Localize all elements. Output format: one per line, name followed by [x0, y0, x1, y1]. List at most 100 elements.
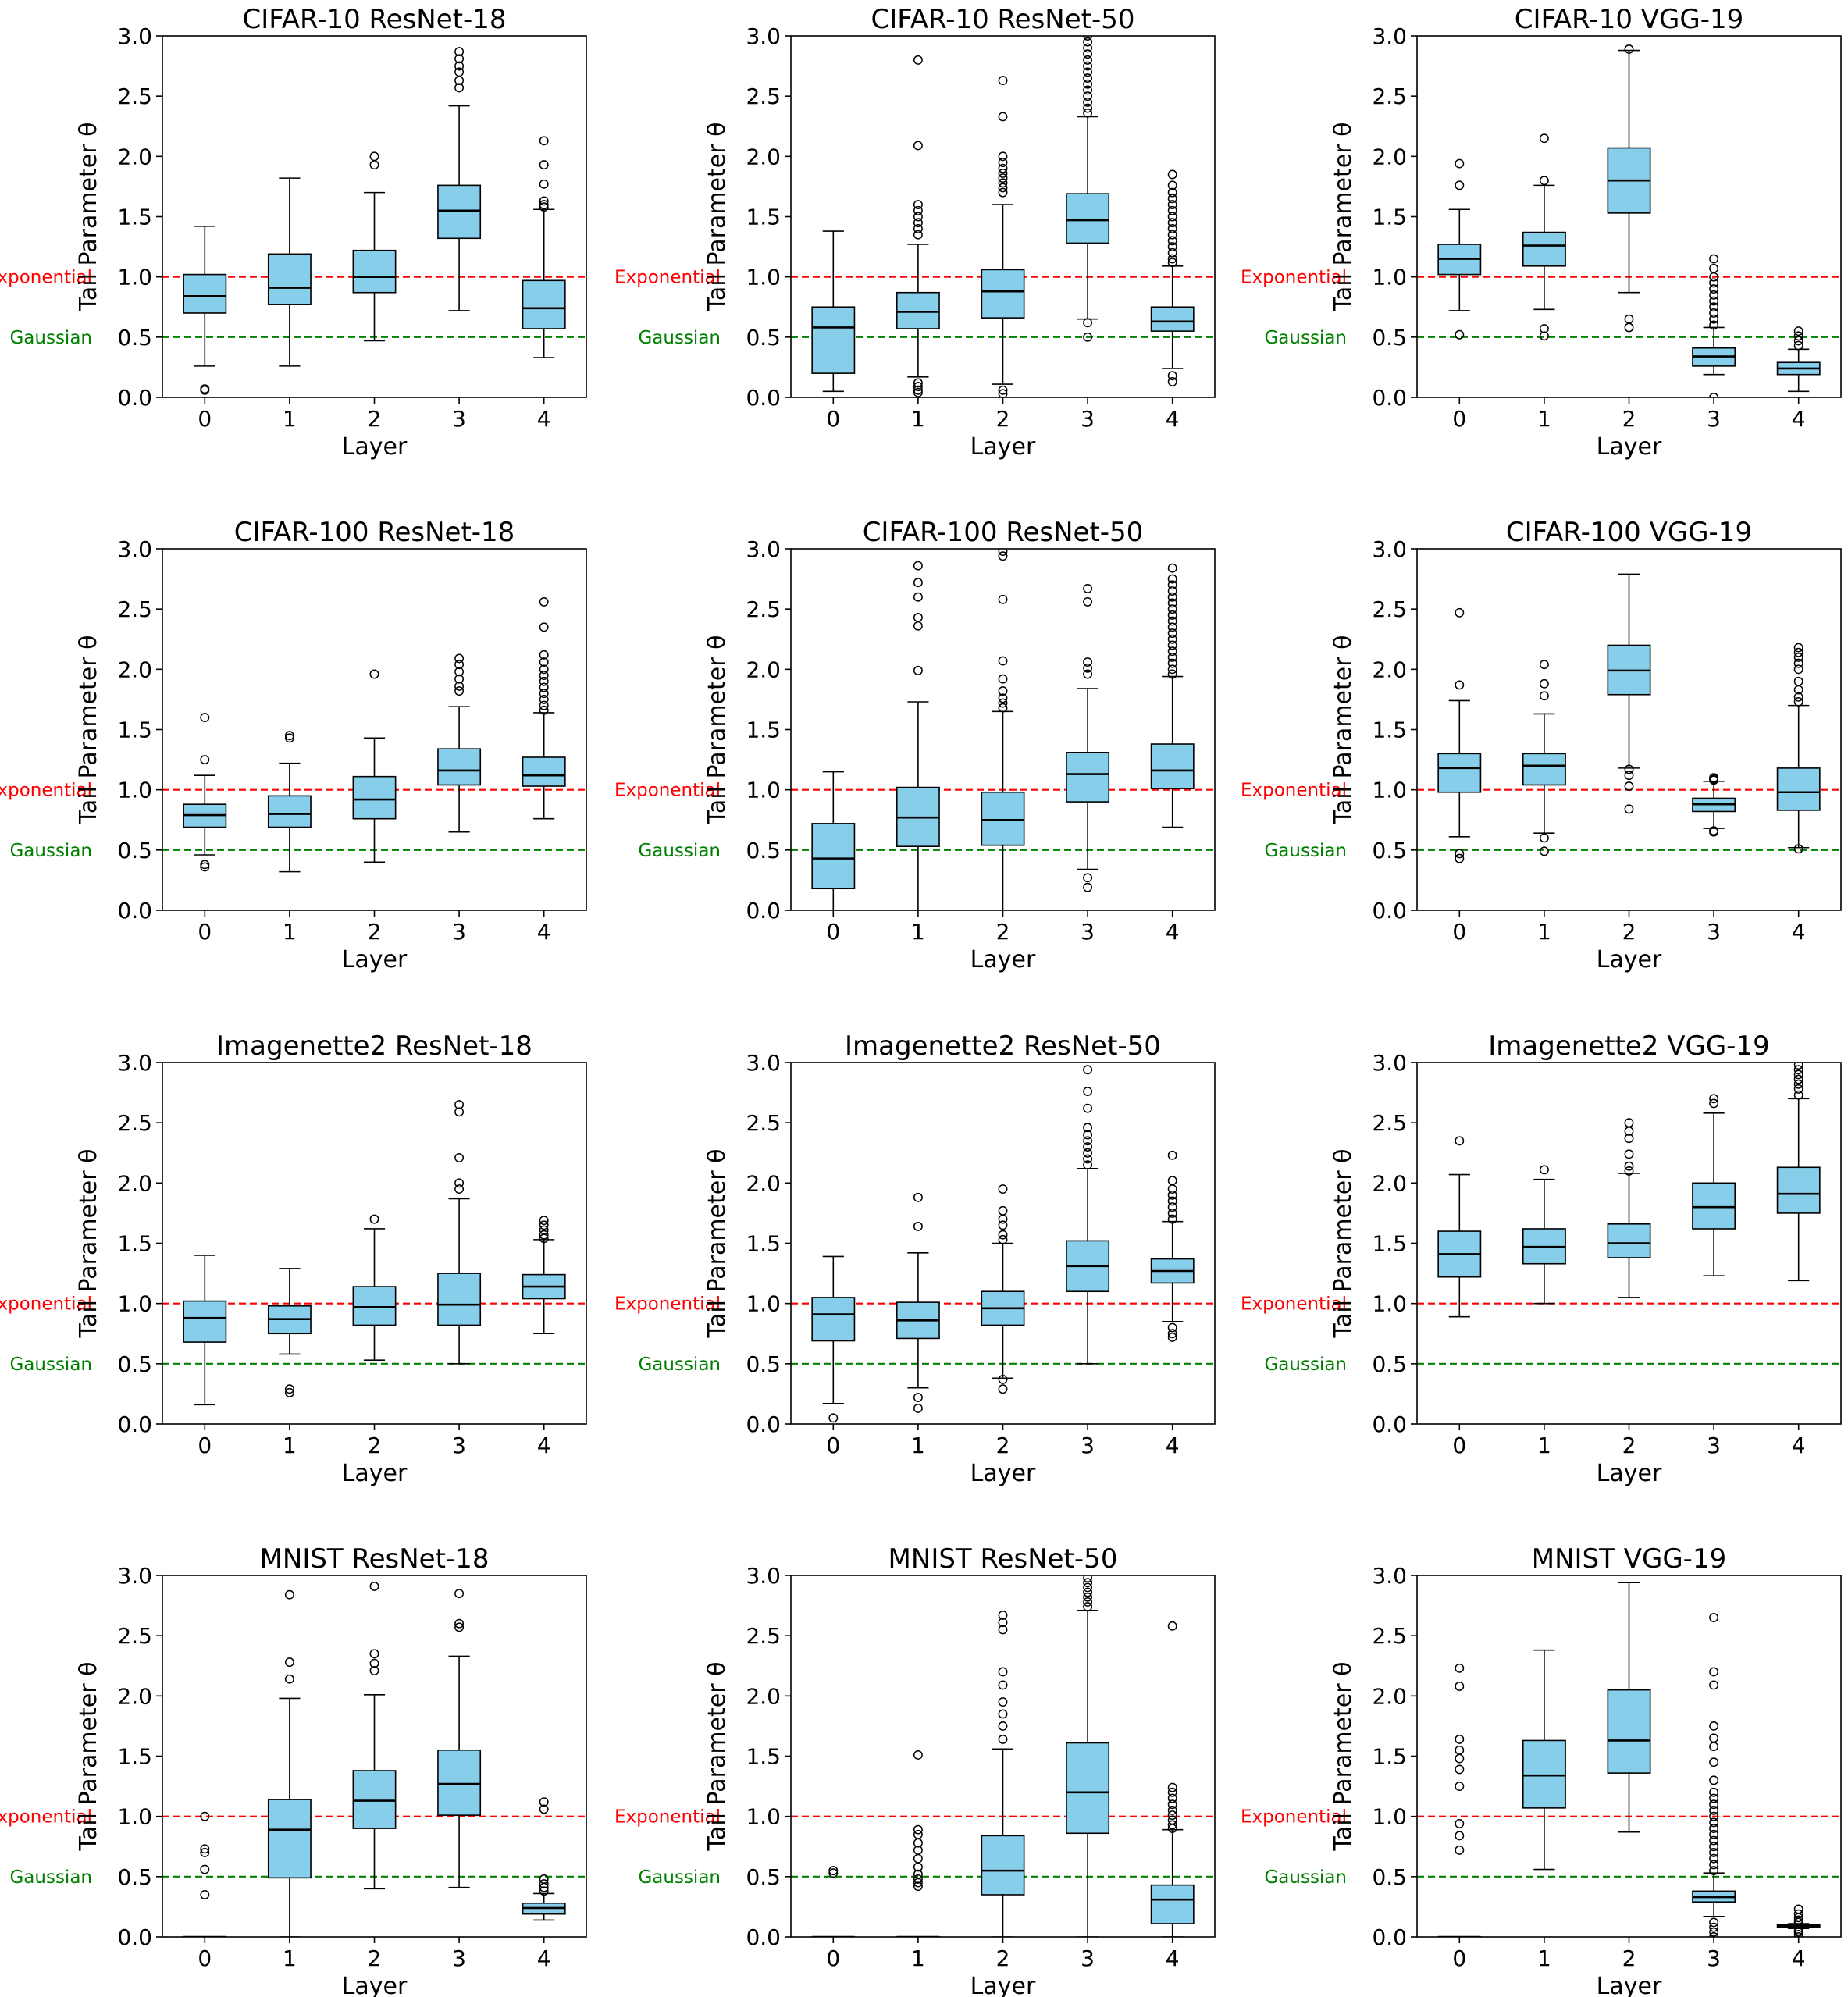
box-iqr	[437, 1273, 482, 1326]
y-tick-label: 3.0	[117, 1050, 152, 1076]
outlier-point	[1167, 169, 1177, 180]
outlier-point	[1709, 314, 1719, 324]
outlier-point	[1793, 692, 1803, 702]
outlier-point	[369, 669, 379, 679]
outlier-point	[1083, 1602, 1093, 1612]
y-tick-label: 3.0	[117, 536, 152, 562]
outlier-point	[539, 1230, 549, 1240]
y-tick-label: 3.0	[1372, 1563, 1407, 1589]
outlier-point	[1083, 1582, 1093, 1593]
box-layer-1	[896, 1192, 940, 1413]
outlier-point	[284, 1589, 294, 1600]
subplot-3: Exponential Gaussian 0.0 0.5 1.0 1.5 2.0 2.5 3.0…	[0, 517, 587, 974]
reference-label-gaussian: Gaussian	[9, 328, 92, 348]
outlier-point	[1709, 1667, 1719, 1677]
outlier-point	[539, 160, 549, 170]
outlier-point	[998, 178, 1008, 188]
outlier-point	[1793, 658, 1803, 668]
outlier-point	[913, 1824, 923, 1835]
box-iqr	[1437, 753, 1482, 793]
outlier-point	[1083, 1575, 1093, 1583]
box-iqr	[1150, 306, 1195, 332]
outlier-point	[539, 1797, 549, 1807]
outlier-point	[1709, 773, 1719, 783]
outlier-point	[454, 1152, 465, 1162]
outlier-point	[1167, 187, 1177, 198]
outlier-point	[998, 1697, 1008, 1707]
outlier-point	[454, 61, 465, 71]
y-tick-label: 2.0	[117, 1170, 152, 1196]
y-tick-label: 1.0	[746, 778, 781, 803]
outlier-point	[1539, 176, 1549, 186]
x-axis-label: Layer	[970, 946, 1036, 974]
outlier-point	[1167, 254, 1177, 264]
outlier-point	[284, 1657, 294, 1668]
y-tick-label: 2.0	[117, 1683, 152, 1709]
outlier-point	[454, 674, 465, 684]
outlier-point	[369, 1658, 379, 1668]
outlier-point	[284, 733, 294, 743]
y-tick-label: 0.5	[117, 1351, 152, 1377]
outlier-point	[913, 1221, 923, 1231]
y-tick-label: 0.0	[746, 1924, 781, 1950]
outlier-point	[369, 1649, 379, 1659]
box-layer-2	[981, 549, 1025, 910]
x-tick-label: 2	[368, 1945, 382, 1971]
y-tick-label: 1.0	[1372, 778, 1407, 803]
outlier-point	[913, 1403, 923, 1413]
outlier-point	[1624, 1161, 1634, 1171]
outlier-point	[1083, 37, 1093, 47]
subplot-4: Exponential Gaussian 0.0 0.5 1.0 1.5 2.0 2.5 3.0…	[614, 517, 1216, 974]
outlier-point	[1709, 1848, 1719, 1857]
box-iqr	[183, 273, 227, 314]
y-tick-label: 0.5	[1372, 1864, 1407, 1890]
outlier-point	[1167, 622, 1177, 632]
outlier-point	[1167, 1820, 1177, 1830]
outlier-point	[1624, 322, 1634, 333]
outlier-point	[1539, 660, 1549, 670]
subplot-1: Exponential Gaussian 0.0 0.5 1.0 1.5 2.0 2.5 3.0…	[614, 4, 1216, 461]
x-tick-label: 3	[1707, 1433, 1721, 1458]
outlier-point	[1455, 329, 1465, 340]
subplot-title: CIFAR-100 ResNet-18	[234, 517, 515, 548]
outlier-point	[1083, 873, 1093, 883]
outlier-point	[1624, 1118, 1634, 1128]
outlier-point	[913, 1829, 923, 1839]
x-tick-label: 4	[537, 1433, 551, 1458]
outlier-point	[1455, 1663, 1465, 1673]
outlier-point	[1455, 1764, 1465, 1775]
x-tick-label: 1	[911, 1433, 925, 1458]
box-iqr	[981, 791, 1025, 846]
outlier-point	[454, 1100, 465, 1109]
box-iqr	[1522, 1739, 1566, 1809]
y-axis-label: Tail Parameter θ	[1330, 1149, 1357, 1339]
x-tick-label: 3	[452, 406, 466, 432]
outlier-point	[1793, 1084, 1803, 1094]
x-tick-label: 3	[1707, 406, 1721, 432]
outlier-point	[1083, 1136, 1093, 1146]
outlier-point	[1083, 1592, 1093, 1602]
y-axis-label: Tail Parameter θ	[75, 635, 102, 825]
y-tick-label: 2.5	[1372, 1623, 1407, 1649]
outlier-point	[1167, 1150, 1177, 1160]
outlier-point	[913, 205, 923, 215]
x-tick-label: 1	[911, 406, 925, 432]
x-tick-label: 1	[1537, 919, 1551, 945]
box-layer-0	[1437, 607, 1482, 863]
y-tick-label: 0.5	[746, 838, 781, 863]
outlier-point	[1167, 1793, 1177, 1803]
y-tick-label: 0.0	[117, 1411, 152, 1437]
outlier-point	[1167, 628, 1177, 638]
outlier-point	[828, 1413, 839, 1423]
outlier-point	[1793, 1932, 1803, 1937]
outlier-point	[1709, 1860, 1719, 1870]
box-layer-2	[1607, 1582, 1651, 1833]
y-tick-label: 0.5	[746, 325, 781, 351]
outlier-point	[1083, 1123, 1093, 1133]
y-tick-label: 1.5	[1372, 1744, 1407, 1770]
outlier-point	[539, 1220, 549, 1230]
reference-label-exponential: Exponential	[1241, 1294, 1347, 1315]
outlier-point	[1793, 1090, 1803, 1100]
y-tick-label: 1.0	[746, 265, 781, 290]
y-axis-label: Tail Parameter θ	[75, 1149, 102, 1339]
